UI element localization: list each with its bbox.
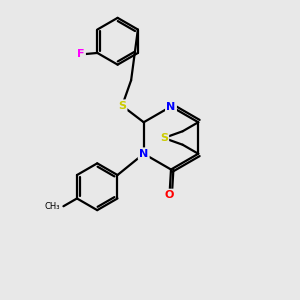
Text: F: F: [77, 50, 85, 59]
Text: N: N: [139, 149, 148, 159]
Text: N: N: [167, 101, 176, 112]
Text: S: S: [118, 101, 126, 111]
Text: S: S: [160, 133, 168, 143]
Text: CH₃: CH₃: [45, 202, 60, 211]
Text: O: O: [165, 190, 174, 200]
